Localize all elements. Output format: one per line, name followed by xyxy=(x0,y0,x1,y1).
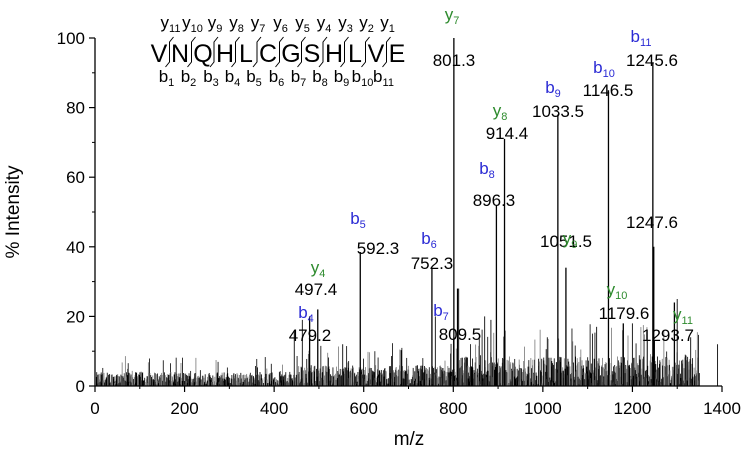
sequence-y-ion: y11 xyxy=(161,13,181,35)
y-ion-label: y7 xyxy=(445,5,460,27)
cleavage-bracket xyxy=(165,36,174,68)
sequence-residue: L xyxy=(348,40,362,68)
sequence-b-ion: b6 xyxy=(269,67,285,89)
b-ion-label: b11 xyxy=(631,27,652,49)
x-tick-label: 400 xyxy=(260,399,288,418)
b-ion-label: b8 xyxy=(479,159,495,181)
peak-mz-label: 497.4 xyxy=(295,280,338,299)
noise-peaks xyxy=(95,288,719,386)
x-tick-label: 1000 xyxy=(524,399,562,418)
peak-mz-label: 1179.6 xyxy=(599,304,650,323)
cleavage-bracket xyxy=(318,36,328,68)
peptide-sequence-annotation: V N Q H L C G S H L V Ey11b1y10b2y9b3y8b4y7b5y6b6y5… xyxy=(151,13,406,89)
x-axis-title: m/z xyxy=(394,429,425,450)
y-ion-label: y10 xyxy=(607,280,628,302)
sequence-y-ion: y7 xyxy=(251,13,266,35)
sequence-b-ion: b7 xyxy=(291,67,307,89)
x-tick-label: 0 xyxy=(90,399,99,418)
b-ion-label: b4 xyxy=(298,303,314,325)
cleavage-bracket xyxy=(209,36,219,68)
sequence-residue: S xyxy=(304,40,321,68)
peak-mz-label: 914.4 xyxy=(486,124,529,143)
peak-mz-label: 592.3 xyxy=(357,239,400,258)
y-ticks: 0 20 40 60 80 100 xyxy=(57,29,95,396)
sequence-y-ion: y1 xyxy=(380,13,395,35)
sequence-b-ion: b2 xyxy=(181,67,197,89)
x-tick-label: 800 xyxy=(439,399,467,418)
sequence-y-ion: y10 xyxy=(182,13,203,35)
peak-mz-label: 752.3 xyxy=(411,254,454,273)
y-tick-label: 80 xyxy=(66,99,85,118)
peak-mz-label: 1245.6 xyxy=(626,51,678,70)
sequence-b-ion: b10 xyxy=(352,67,374,89)
y-ion-label: y9 xyxy=(563,229,578,251)
y-ion-label: y4 xyxy=(311,258,326,280)
cleavage-bracket xyxy=(252,36,262,68)
b-ion-label: b5 xyxy=(350,209,366,231)
peak-mz-label: 479.2 xyxy=(289,326,332,345)
b-ion-label: b10 xyxy=(593,58,615,80)
b-ion-label: b7 xyxy=(433,301,449,323)
sequence-residue: N xyxy=(171,40,189,68)
y-tick-label: 20 xyxy=(66,307,85,326)
y-tick-label: 60 xyxy=(66,168,85,187)
y-axis-title: % Intensity xyxy=(3,165,24,258)
b-ion-label: b6 xyxy=(421,229,437,251)
sequence-y-ion: y5 xyxy=(295,13,310,35)
peak-mz-label: 896.3 xyxy=(473,191,516,210)
sequence-residue: V xyxy=(368,40,385,68)
cleavage-bracket xyxy=(187,36,196,68)
cleavage-bracket xyxy=(382,36,391,68)
sequence-residue: V xyxy=(151,40,168,68)
cleavage-bracket xyxy=(231,36,240,68)
cleavage-bracket xyxy=(275,36,284,68)
sequence-residue: H xyxy=(325,40,343,68)
sequence-residue: H xyxy=(216,40,234,68)
y-ion-label: y11 xyxy=(673,305,693,327)
sequence-b-ion: b3 xyxy=(203,67,219,89)
sequence-residue: E xyxy=(389,40,406,68)
y-tick-label: 100 xyxy=(57,29,85,48)
labeled-peaks xyxy=(308,38,676,386)
x-tick-label: 200 xyxy=(170,399,198,418)
peak-mz-label: 1033.5 xyxy=(532,102,584,121)
sequence-y-ion: y6 xyxy=(273,13,288,35)
peak-mz-label: 809.5 xyxy=(439,325,482,344)
x-ticks: 0 200 400 600 800 1000 1200 1400 xyxy=(90,386,741,418)
sequence-y-ion: y3 xyxy=(338,13,353,35)
sequence-y-ion: y9 xyxy=(208,13,223,35)
cleavage-bracket xyxy=(340,36,349,68)
sequence-y-ion: y8 xyxy=(229,13,244,35)
peak-labels: 479.2b4497.4y4592.3b5752.3b6801.3y7809.5… xyxy=(289,5,694,345)
x-tick-label: 1400 xyxy=(703,399,741,418)
cleavage-bracket xyxy=(297,36,306,68)
y-tick-label: 40 xyxy=(66,238,85,257)
sequence-y-ion: y2 xyxy=(359,13,374,35)
x-tick-label: 1200 xyxy=(614,399,652,418)
b-ion-label: b9 xyxy=(545,78,561,100)
x-tick-label: 600 xyxy=(350,399,378,418)
sequence-b-ion: b4 xyxy=(225,67,241,89)
sequence-b-ion: b1 xyxy=(159,67,175,89)
sequence-residue: G xyxy=(281,40,300,68)
peak-mz-label: 801.3 xyxy=(433,51,476,70)
peak-mz-label: 1146.5 xyxy=(583,81,634,100)
sequence-b-ion: b9 xyxy=(334,67,350,89)
sequence-residue: L xyxy=(239,40,253,68)
peak-mz-label: 1247.6 xyxy=(626,213,678,232)
sequence-b-ion: b11 xyxy=(373,67,394,89)
peak-mz-label: 1293.7 xyxy=(642,326,694,345)
sequence-b-ion: b5 xyxy=(246,67,262,89)
y-tick-label: 0 xyxy=(76,377,85,396)
y-ion-label: y8 xyxy=(493,101,508,123)
sequence-residue: C xyxy=(259,40,277,68)
sequence-residue: Q xyxy=(193,40,212,68)
sequence-y-ion: y4 xyxy=(317,13,332,35)
sequence-b-ion: b8 xyxy=(312,67,328,89)
cleavage-bracket xyxy=(361,36,370,68)
peak-mz-label: 1051.5 xyxy=(540,232,592,251)
